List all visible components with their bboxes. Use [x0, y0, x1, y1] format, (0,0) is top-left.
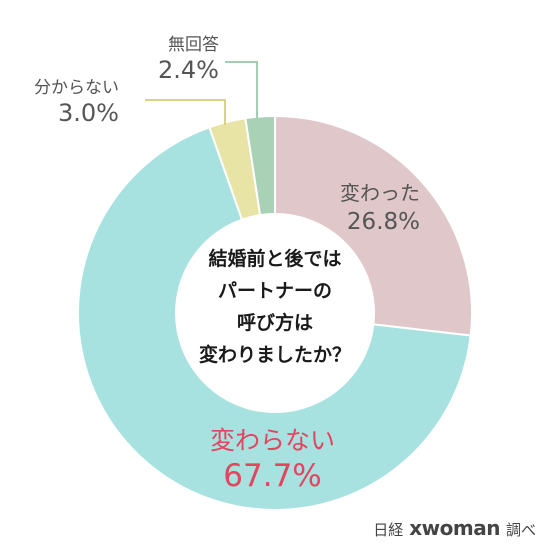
slice-category: 分からない [34, 78, 119, 98]
donut-slice [77, 125, 472, 511]
slice-category: 無回答 [167, 35, 219, 55]
leader-lines [145, 61, 258, 125]
slice-label-kawatta: 変わった 26.8% [340, 183, 420, 234]
slices-group [77, 114, 473, 511]
donut-slice [274, 114, 473, 337]
source-brand: xwoman [409, 516, 500, 540]
leader-line-muka [225, 61, 258, 118]
center-line: パートナーの [217, 280, 332, 302]
center-question: 結婚前と後では パートナーの 呼び方は 変わりましたか？ [175, 243, 375, 371]
center-line: 変わりましたか？ [198, 344, 351, 366]
slice-value: 2.4% [158, 56, 219, 84]
center-line: 結婚前と後では [208, 248, 342, 270]
slice-value: 26.8% [346, 209, 420, 235]
slice-category: 変わった [340, 181, 420, 205]
slice-value: 67.7% [223, 458, 322, 494]
source-credit: 日経 xwoman 調べ [373, 516, 536, 540]
slice-label-muka: 無回答 2.4% [158, 35, 219, 84]
slice-label-wakaranai: 分からない 3.0% [34, 78, 119, 127]
donut-slice [244, 114, 276, 217]
slice-value: 3.0% [58, 99, 119, 127]
slice-label-kawaranai: 変わらない 67.7% [210, 428, 335, 492]
source-suffix: 調べ [505, 521, 536, 539]
leader-line-wakaranai [145, 99, 226, 125]
source-prefix: 日経 [373, 521, 404, 539]
center-line: 呼び方は [236, 312, 313, 334]
slice-category: 変わらない [210, 426, 336, 455]
